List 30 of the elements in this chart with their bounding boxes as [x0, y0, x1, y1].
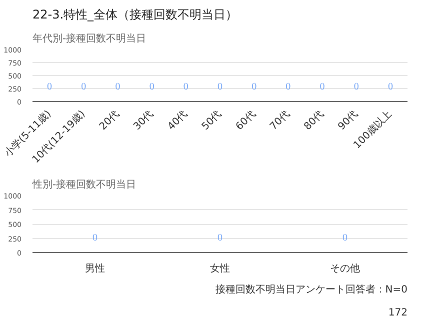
text: 22-3.特性_全体（接種回数不明当日） [32, 8, 238, 22]
x-tick-label: 50代 [200, 108, 224, 132]
data-label: 0 [354, 82, 359, 92]
x-tick-label: 30代 [132, 108, 156, 132]
data-label: 0 [252, 82, 257, 92]
x-tick-label: 90代 [336, 108, 360, 132]
data-label: 0 [81, 82, 86, 92]
x-tick-label: 女性 [210, 262, 230, 274]
data-label: 0 [342, 232, 348, 244]
data-label: 0 [149, 82, 154, 92]
data-label: 0 [320, 82, 325, 92]
x-tick-label: その他 [330, 262, 360, 274]
x-tick-label: 20代 [98, 108, 122, 132]
data-label: 0 [286, 82, 291, 92]
text: 172 [388, 308, 408, 318]
data-label: 0 [218, 82, 222, 92]
chart-title: 年代別-接種回数不明当日 [32, 32, 146, 44]
x-tick-label: 40代 [166, 108, 190, 132]
x-tick-label: 70代 [268, 108, 292, 132]
x-tick-label: 60代 [234, 108, 258, 132]
chart-title: 性別-接種回数不明当日 [32, 178, 136, 190]
x-tick-label: 男性 [85, 262, 105, 274]
data-label: 0 [218, 232, 222, 244]
data-label: 0 [115, 82, 120, 92]
data-label: 0 [183, 82, 188, 92]
text: 接種回数不明当日アンケート回答者：N=0 [215, 284, 408, 296]
x-tick-label: 80代 [302, 108, 326, 132]
data-label: 0 [47, 82, 52, 92]
data-label: 0 [388, 82, 393, 92]
data-label: 0 [92, 232, 98, 244]
